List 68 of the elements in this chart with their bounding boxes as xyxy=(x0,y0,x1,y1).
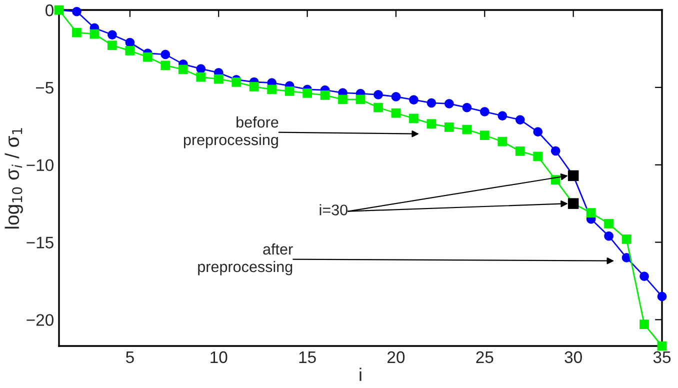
point xyxy=(550,146,560,156)
point xyxy=(338,94,348,104)
x-tick-label: 10 xyxy=(210,351,228,364)
point xyxy=(622,234,632,244)
point xyxy=(108,30,117,40)
point xyxy=(108,40,117,50)
point xyxy=(302,88,312,98)
point xyxy=(267,84,277,94)
x-axis-title: i xyxy=(360,368,362,381)
point xyxy=(515,115,525,124)
point xyxy=(160,60,170,70)
point xyxy=(249,82,259,92)
y-tick-label: −15 xyxy=(26,236,54,248)
point xyxy=(125,46,135,56)
point xyxy=(515,146,525,156)
point xyxy=(657,341,667,351)
point xyxy=(657,292,667,302)
point xyxy=(640,272,649,282)
point xyxy=(604,231,614,241)
y-tick-label: 0 xyxy=(46,4,54,16)
point xyxy=(409,95,418,104)
annotation: after preprocessing xyxy=(198,243,293,276)
point xyxy=(533,127,543,137)
annotation: i=30 xyxy=(320,204,348,216)
point xyxy=(284,86,294,96)
point xyxy=(604,218,614,228)
point xyxy=(444,122,454,132)
point xyxy=(125,38,135,48)
point xyxy=(498,111,508,120)
point xyxy=(196,72,206,82)
y-tick-label: −20 xyxy=(26,314,54,326)
point xyxy=(586,208,596,218)
point xyxy=(498,136,508,146)
point xyxy=(178,64,188,74)
point xyxy=(426,98,436,108)
point xyxy=(160,50,170,60)
point xyxy=(196,64,206,74)
point xyxy=(232,77,242,87)
point xyxy=(391,108,401,118)
x-tick-label: 35 xyxy=(653,351,671,364)
x-tick-label: 15 xyxy=(299,351,316,364)
point xyxy=(480,107,490,116)
point xyxy=(462,124,472,134)
point xyxy=(409,114,418,124)
point xyxy=(533,152,543,162)
point xyxy=(142,52,152,62)
point xyxy=(480,130,490,140)
point xyxy=(90,29,100,39)
x-tick-label: 30 xyxy=(564,351,582,364)
point xyxy=(640,320,649,330)
point xyxy=(356,94,366,104)
point xyxy=(391,92,401,102)
annotation: before preprocessing xyxy=(184,116,278,148)
point xyxy=(426,119,436,128)
point xyxy=(72,28,82,38)
point xyxy=(444,98,454,108)
y-tick-label: −10 xyxy=(26,159,54,172)
x-tick-label: 5 xyxy=(126,351,134,364)
point xyxy=(374,102,383,112)
point xyxy=(462,102,472,112)
point xyxy=(374,90,383,100)
x-tick-label: 25 xyxy=(476,351,494,364)
y-axis-title: log$_{10}$ σ$_{i}$ / σ$_{1}$ xyxy=(4,128,23,229)
point xyxy=(214,74,224,84)
x-tick-label: 20 xyxy=(388,351,405,364)
point xyxy=(72,6,82,16)
y-tick-label: −5 xyxy=(36,82,54,94)
point xyxy=(320,90,330,100)
